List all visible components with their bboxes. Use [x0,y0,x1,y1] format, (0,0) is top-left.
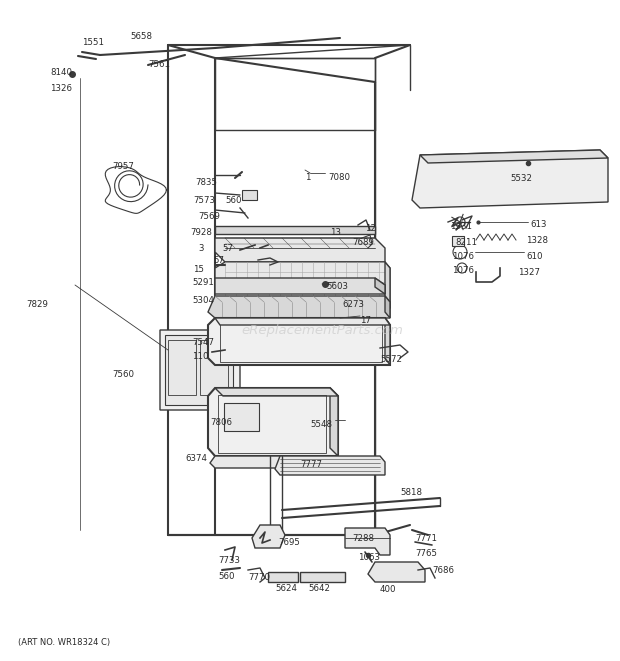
Text: 7928: 7928 [190,228,212,237]
Polygon shape [368,562,425,582]
Text: 7547: 7547 [192,338,214,347]
Text: eReplacementParts.com: eReplacementParts.com [241,324,404,337]
Text: 6374: 6374 [185,454,207,463]
Bar [242,190,257,200]
Text: 7835: 7835 [195,178,217,187]
Text: 7771: 7771 [415,534,437,543]
Text: 7733: 7733 [218,556,240,565]
Text: 613: 613 [530,220,546,229]
Text: 7080: 7080 [328,173,350,182]
Text: 110: 110 [192,352,208,361]
Text: 1: 1 [305,173,311,182]
Polygon shape [330,388,338,456]
Text: 610: 610 [526,252,542,261]
Bar [224,403,259,431]
Bar [165,335,233,405]
Text: 8211: 8211 [455,238,477,247]
Bar [452,236,464,246]
Text: 1326: 1326 [50,84,72,93]
Text: 1551: 1551 [82,38,104,47]
Text: 7561: 7561 [148,60,170,69]
Polygon shape [215,278,385,294]
Text: 5572: 5572 [380,355,402,364]
Text: 5818: 5818 [400,488,422,497]
Polygon shape [268,572,298,582]
Bar [220,322,382,362]
Polygon shape [385,262,390,308]
Polygon shape [215,238,385,262]
Text: 3: 3 [198,244,203,253]
Polygon shape [375,278,385,294]
Text: 5642: 5642 [308,584,330,593]
Text: 400: 400 [380,585,397,594]
Text: 7686: 7686 [432,566,454,575]
Polygon shape [345,528,390,555]
Text: 1063: 1063 [358,553,380,562]
Text: 1331: 1331 [450,222,472,231]
Bar [168,340,196,395]
Text: 5532: 5532 [510,174,532,183]
Polygon shape [210,456,310,468]
Text: 7695: 7695 [278,538,300,547]
Text: 5291: 5291 [192,278,214,287]
Text: 560: 560 [218,572,234,581]
Ellipse shape [533,173,563,191]
Text: 7770: 7770 [248,573,270,582]
Text: 57: 57 [213,256,224,265]
Polygon shape [208,318,390,365]
Text: (ART NO. WR18324 C): (ART NO. WR18324 C) [18,638,110,647]
Text: 12: 12 [365,224,376,233]
Text: 7765: 7765 [415,549,437,558]
Text: 17: 17 [360,316,371,325]
Text: 7560: 7560 [112,370,134,379]
Text: 5548: 5548 [310,420,332,429]
Polygon shape [215,388,338,396]
Polygon shape [160,330,240,410]
Text: 7569: 7569 [198,212,220,221]
Polygon shape [385,318,390,365]
Polygon shape [215,262,390,320]
Text: 5603: 5603 [326,282,348,291]
Polygon shape [300,572,345,582]
Text: 15: 15 [193,265,204,274]
Text: 6273: 6273 [342,300,364,309]
Text: 5624: 5624 [275,584,297,593]
Text: 7573: 7573 [193,196,215,205]
Text: 7829: 7829 [26,300,48,309]
Polygon shape [215,226,375,234]
Polygon shape [252,525,285,548]
Text: 7777: 7777 [300,460,322,469]
Polygon shape [208,296,390,318]
Text: 5304: 5304 [192,296,214,305]
Text: 560: 560 [225,196,242,205]
Text: 57: 57 [222,244,233,253]
Text: 1328: 1328 [526,236,548,245]
Text: 7689: 7689 [352,238,374,247]
Text: 5658: 5658 [130,32,152,41]
Text: 1076: 1076 [452,266,474,275]
Polygon shape [275,456,385,475]
Text: 1076: 1076 [452,252,474,261]
Text: 1327: 1327 [518,268,540,277]
Bar [200,340,228,395]
Polygon shape [385,296,390,318]
Polygon shape [215,318,390,325]
Text: 13: 13 [330,228,341,237]
Polygon shape [412,150,608,208]
Text: 7288: 7288 [352,534,374,543]
Text: 8140: 8140 [50,68,72,77]
Polygon shape [208,388,338,456]
Bar [218,395,326,453]
Polygon shape [420,150,608,163]
Text: 7957: 7957 [112,162,134,171]
Text: 7806: 7806 [210,418,232,427]
